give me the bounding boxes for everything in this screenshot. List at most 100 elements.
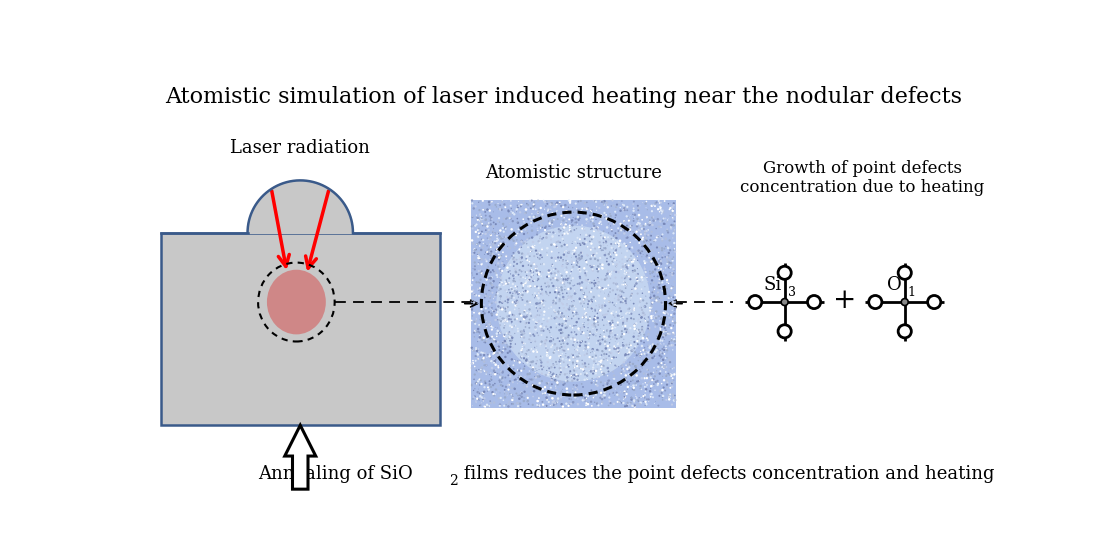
Point xyxy=(591,238,608,247)
Point xyxy=(651,326,669,335)
Point xyxy=(642,390,660,399)
Point xyxy=(485,389,503,398)
Point xyxy=(473,220,491,228)
Point xyxy=(558,377,575,386)
Point xyxy=(547,399,564,408)
Point xyxy=(638,231,656,240)
Point xyxy=(571,249,588,258)
Point xyxy=(465,332,483,341)
Point xyxy=(508,315,526,324)
Point xyxy=(652,245,670,254)
Point xyxy=(572,207,590,216)
Point xyxy=(584,265,602,274)
Point xyxy=(637,227,654,236)
Point xyxy=(580,315,597,324)
Point xyxy=(543,374,561,383)
Point xyxy=(586,306,604,315)
Point xyxy=(494,267,512,276)
Point xyxy=(593,198,611,207)
Point xyxy=(514,262,531,270)
Point xyxy=(638,197,656,206)
Point xyxy=(515,221,532,230)
Point xyxy=(562,369,580,378)
Point xyxy=(616,206,634,214)
Point xyxy=(635,338,652,347)
Point xyxy=(499,279,517,288)
Point xyxy=(646,386,663,395)
Point xyxy=(534,369,551,378)
Point xyxy=(485,391,503,400)
Point xyxy=(573,248,591,257)
Point xyxy=(522,244,540,253)
Point xyxy=(641,343,659,352)
Point xyxy=(649,379,667,388)
Point xyxy=(625,197,642,206)
Point xyxy=(546,216,563,225)
Point xyxy=(666,363,683,372)
Point xyxy=(610,228,628,237)
Point xyxy=(603,239,620,248)
Point xyxy=(564,380,582,389)
Point xyxy=(644,213,661,222)
Point xyxy=(644,207,661,216)
Point xyxy=(605,375,623,384)
Point xyxy=(620,354,638,363)
Point xyxy=(521,278,539,287)
Point xyxy=(581,237,598,246)
Point xyxy=(571,206,588,214)
Point xyxy=(488,228,506,237)
Point xyxy=(578,344,595,353)
Point xyxy=(521,267,539,276)
Point xyxy=(658,253,675,262)
Point xyxy=(565,226,583,235)
Point xyxy=(627,390,645,399)
Point xyxy=(542,235,560,244)
Point xyxy=(485,391,503,400)
Point xyxy=(521,247,539,256)
Point xyxy=(659,298,676,307)
Point xyxy=(531,254,549,263)
Point xyxy=(550,248,568,257)
Point xyxy=(518,382,536,391)
Point xyxy=(652,339,670,348)
Point xyxy=(583,298,601,307)
Point xyxy=(493,234,510,243)
Point xyxy=(482,318,499,327)
Point xyxy=(475,301,493,310)
Point xyxy=(482,242,499,251)
Point xyxy=(588,325,606,334)
Point xyxy=(552,211,570,220)
Point xyxy=(539,351,557,360)
Point xyxy=(513,227,530,236)
Point xyxy=(604,286,622,295)
Point xyxy=(548,344,565,353)
Point xyxy=(540,389,558,398)
Point xyxy=(535,390,552,399)
Point xyxy=(627,392,645,401)
Point xyxy=(522,204,540,213)
Point xyxy=(607,290,625,298)
Point xyxy=(602,288,619,297)
Point xyxy=(568,243,585,252)
Point xyxy=(664,346,682,354)
Point xyxy=(588,388,606,396)
Circle shape xyxy=(901,298,909,306)
Point xyxy=(575,329,593,338)
Point xyxy=(465,393,483,402)
Point xyxy=(639,357,657,366)
Point xyxy=(650,254,668,263)
Point xyxy=(620,379,638,388)
Point xyxy=(558,259,575,268)
Point xyxy=(654,308,672,317)
Point xyxy=(568,207,585,216)
Point xyxy=(464,346,482,355)
Point xyxy=(554,234,572,243)
Point xyxy=(663,370,681,379)
Point xyxy=(553,231,571,240)
Point xyxy=(568,204,585,213)
Polygon shape xyxy=(248,180,353,233)
Point xyxy=(509,391,527,400)
Point xyxy=(663,370,681,379)
Point xyxy=(667,291,684,300)
Point xyxy=(581,353,598,362)
